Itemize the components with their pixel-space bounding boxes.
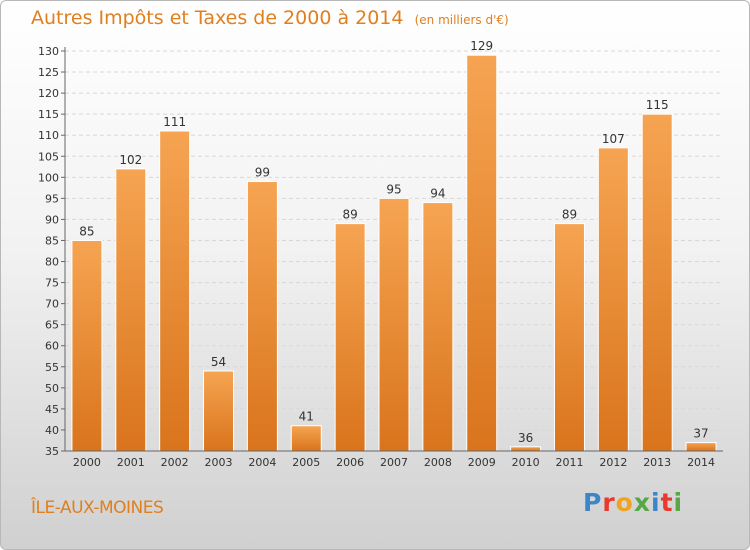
logo-letter: o [615,488,634,517]
x-tick-label: 2010 [512,456,540,469]
x-tick-label: 2006 [336,456,364,469]
data-label: 94 [430,187,445,201]
logo-letter: r [602,488,616,517]
y-tick-label: 50 [45,382,59,395]
bar-2010 [510,446,542,452]
bar-2007 [378,197,410,452]
x-tick-label: 2007 [380,456,408,469]
data-label: 115 [646,98,669,112]
data-label: 37 [693,427,708,441]
bar-2006 [334,223,366,452]
x-tick-label: 2011 [555,456,583,469]
logo-letter: t [660,488,674,517]
chart-title-text: Autres Impôts et Taxes de 2000 à 2014 [31,7,404,29]
x-axis-ticks: 2000 2001 2002 2003 2004 2005 2006 2007 2008 2009… [73,456,715,469]
x-tick-label: 2013 [643,456,671,469]
data-label: 129 [470,39,493,53]
x-tick-label: 2014 [687,456,715,469]
bar-2002 [159,130,191,452]
y-tick-label: 55 [45,361,59,374]
data-label: 54 [211,355,226,369]
bar-2001 [115,168,147,452]
y-tick-label: 95 [45,192,59,205]
data-label: 111 [163,115,186,129]
y-tick-label: 115 [38,108,59,121]
data-label: 107 [602,132,625,146]
bar-2003 [203,370,235,452]
y-tick-label: 90 [45,213,59,226]
y-tick-label: 80 [45,256,59,269]
data-label: 85 [79,224,94,238]
y-tick-label: 130 [38,45,59,58]
y-tick-label: 65 [45,319,59,332]
logo-letter: x [633,488,651,517]
data-label: 95 [386,182,401,196]
place-name: ÎLE-AUX-MOINES [31,498,164,518]
data-label: 41 [299,410,314,424]
y-tick-label: 120 [38,87,59,100]
x-tick-label: 2001 [117,456,145,469]
logo-letter: P [583,488,603,517]
chart-title: Autres Impôts et Taxes de 2000 à 2014 (e… [31,7,509,29]
data-label: 36 [518,431,533,445]
bars: 85 102 111 54 99 41 89 95 94 129 36 89 107 115 37 [71,39,717,452]
bar-2011 [553,223,585,452]
y-tick-label: 85 [45,234,59,247]
x-tick-label: 2000 [73,456,101,469]
y-tick-label: 70 [45,298,59,311]
data-label: 89 [342,208,357,222]
y-tick-label: 125 [38,66,59,79]
bar-2013 [641,113,673,452]
y-tick-label: 40 [45,424,59,437]
bar-2004 [246,181,278,452]
x-tick-label: 2009 [468,456,496,469]
y-tick-label: 100 [38,171,59,184]
axes [64,47,723,452]
y-tick-label: 105 [38,150,59,163]
data-label: 102 [119,153,142,167]
y-axis-ticks: 35 40 45 50 55 60 65 70 75 80 85 90 95 100 105 110 115 12… [38,45,65,458]
logo-letter: i [673,488,684,517]
y-tick-label: 45 [45,403,59,416]
y-tick-label: 35 [45,445,59,458]
x-tick-label: 2008 [424,456,452,469]
data-label: 89 [562,208,577,222]
y-tick-label: 60 [45,340,59,353]
x-tick-label: 2012 [599,456,627,469]
x-tick-label: 2004 [248,456,276,469]
x-tick-label: 2003 [205,456,233,469]
bar-2005 [290,425,322,452]
x-tick-label: 2002 [161,456,189,469]
bar-2009 [466,54,498,452]
y-tick-label: 75 [45,277,59,290]
proxiti-logo: Proxiti [583,488,683,517]
y-tick-label: 110 [38,129,59,142]
x-tick-label: 2005 [292,456,320,469]
logo-letter: i [651,488,661,517]
bar-2000 [71,239,103,452]
bar-2008 [422,202,454,452]
data-label: 99 [255,166,270,180]
chart-unit-text: (en milliers d'€) [414,13,509,27]
bar-2012 [597,147,629,452]
bar-2014 [685,442,717,452]
